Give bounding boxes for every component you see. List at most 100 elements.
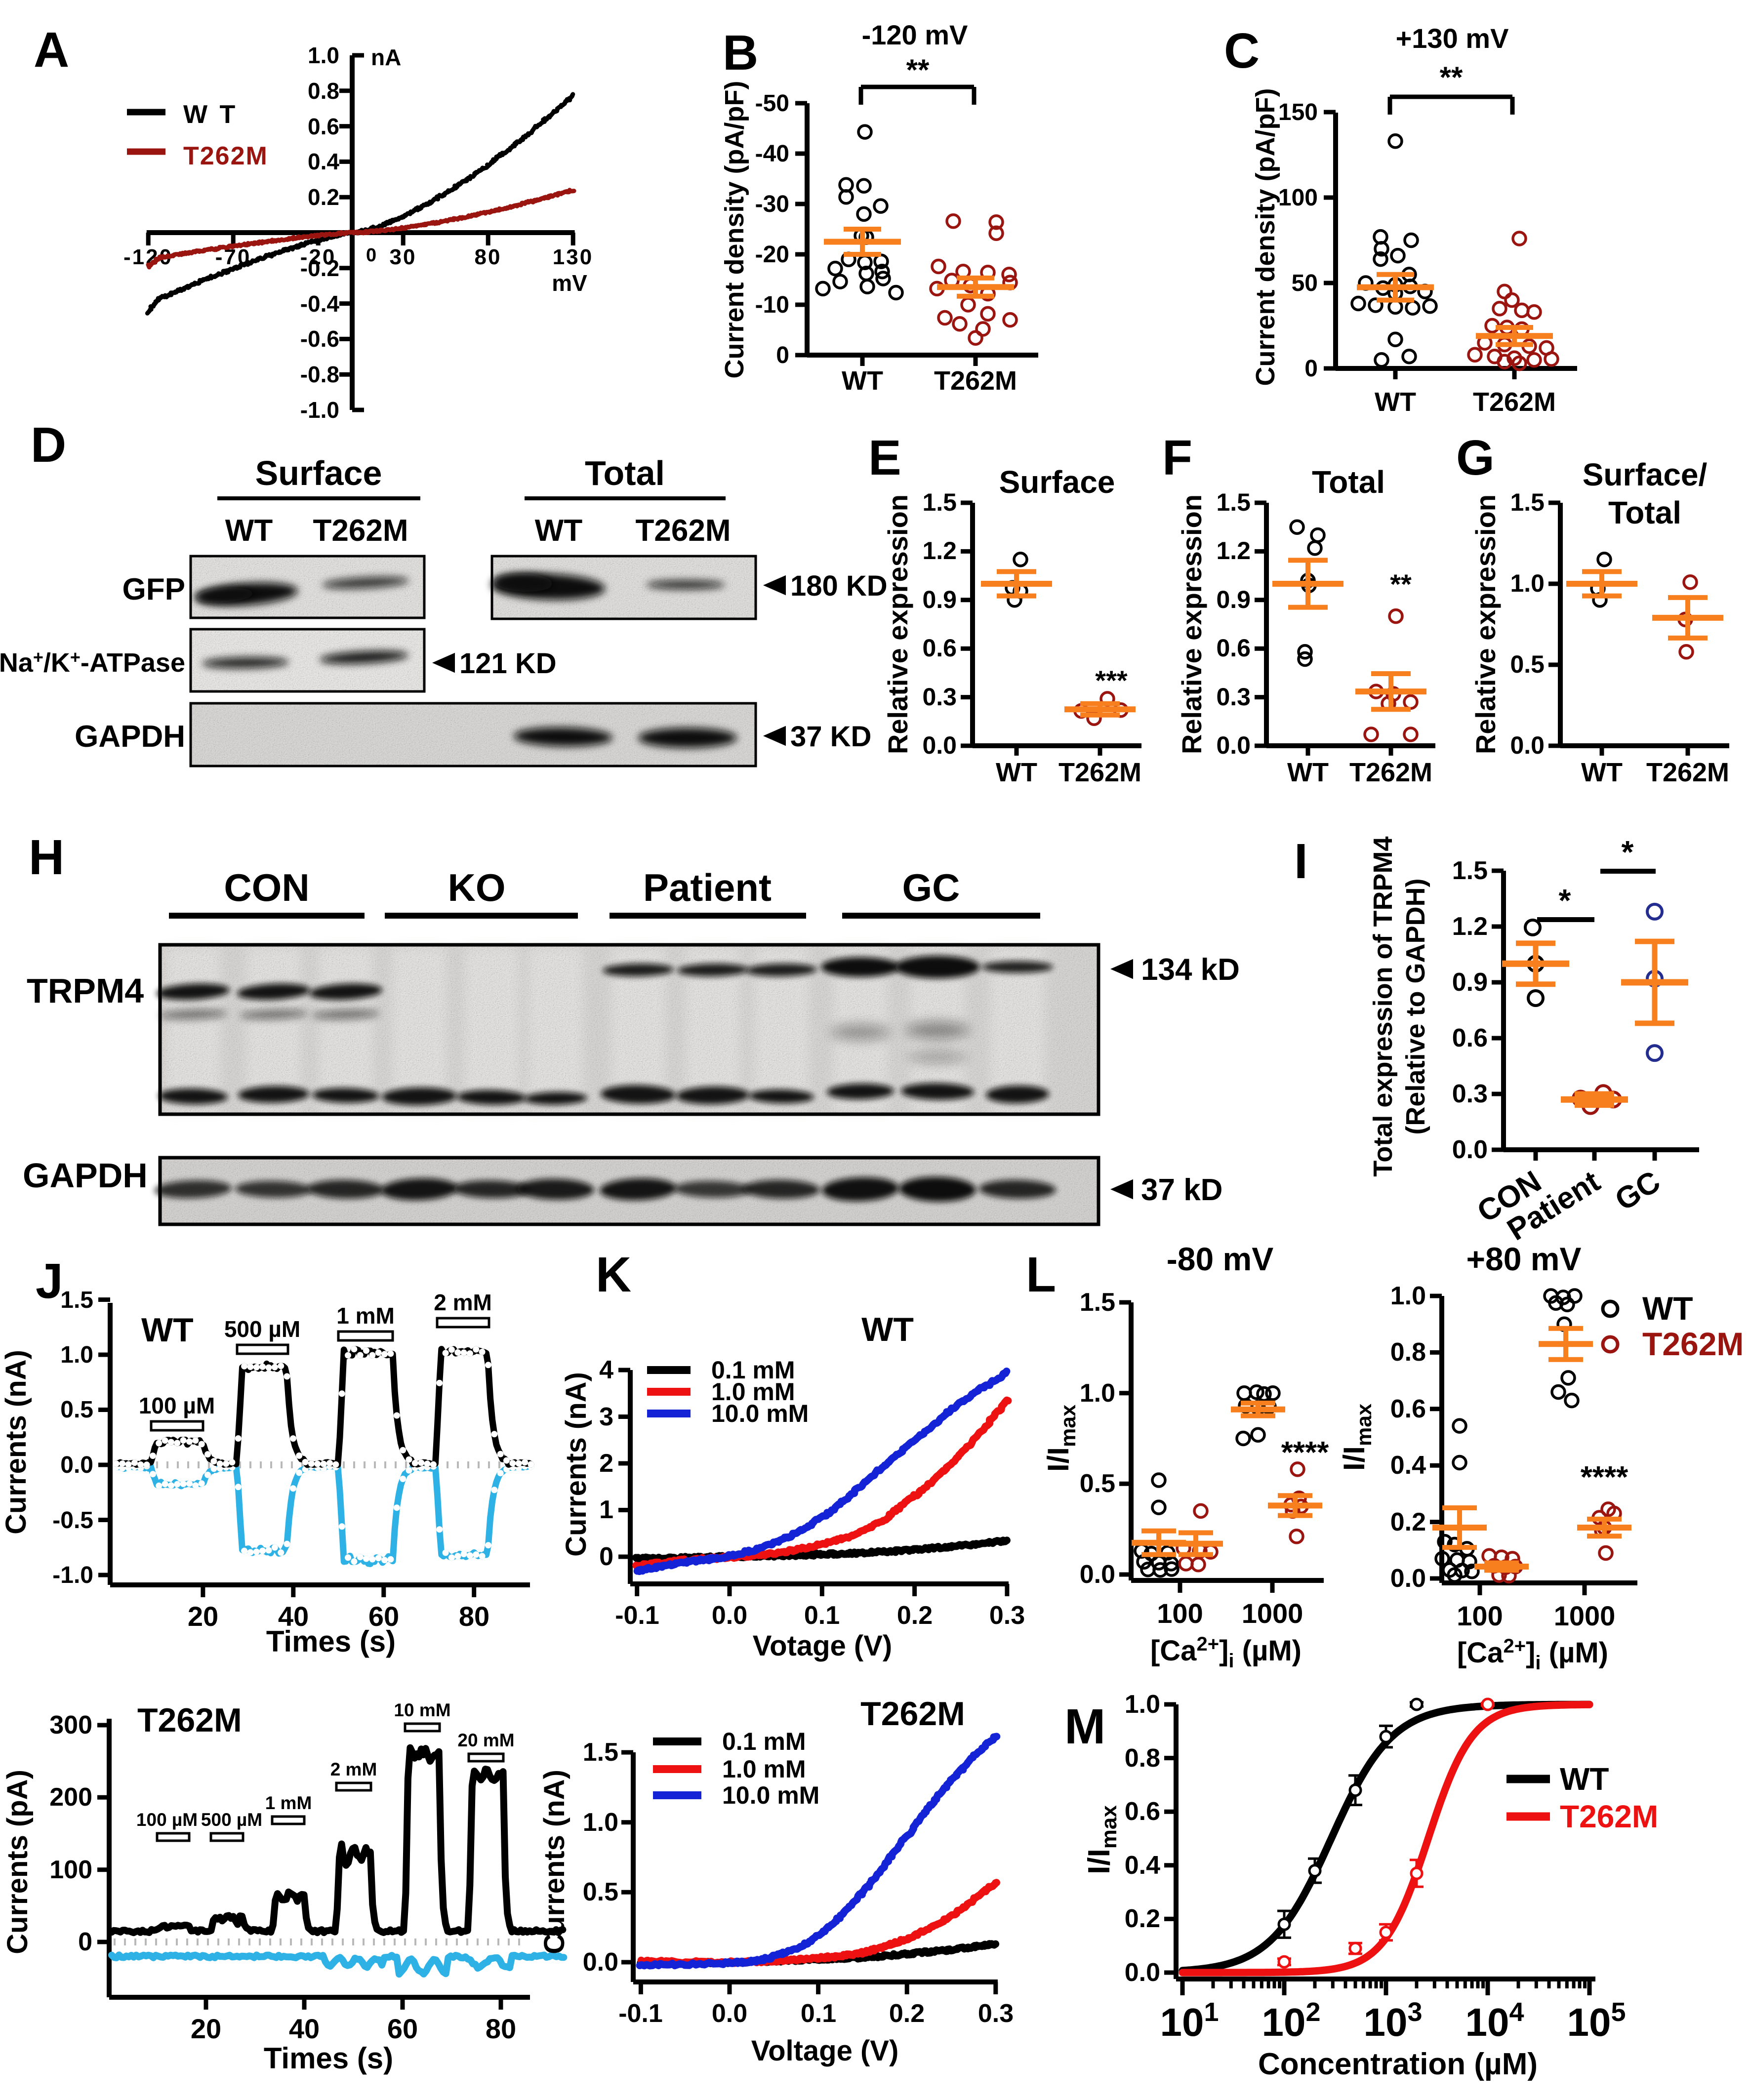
- svg-text:30: 30: [390, 245, 417, 269]
- svg-text:0.5: 0.5: [60, 1397, 93, 1423]
- svg-text:GAPDH: GAPDH: [75, 720, 185, 754]
- svg-text:0.9: 0.9: [1452, 968, 1488, 997]
- svg-text:K: K: [596, 1247, 631, 1302]
- svg-text:0.4: 0.4: [1390, 1451, 1426, 1480]
- svg-text:-20: -20: [755, 242, 789, 268]
- svg-text:-20: -20: [300, 245, 336, 269]
- svg-text:1.0: 1.0: [1510, 569, 1545, 597]
- svg-text:-1.0: -1.0: [52, 1562, 93, 1588]
- svg-text:180 KD: 180 KD: [790, 570, 888, 602]
- svg-text:0.8: 0.8: [308, 78, 339, 104]
- svg-text:Total: Total: [1312, 464, 1385, 500]
- svg-text:1.2: 1.2: [1216, 537, 1251, 565]
- svg-text:***: ***: [1095, 665, 1128, 696]
- svg-text:0.0: 0.0: [712, 1601, 747, 1630]
- svg-text:0.6: 0.6: [1390, 1395, 1426, 1423]
- svg-text:2: 2: [599, 1449, 613, 1478]
- svg-text:GAPDH: GAPDH: [23, 1156, 148, 1195]
- svg-text:-0.5: -0.5: [52, 1507, 93, 1534]
- svg-text:I: I: [1294, 834, 1308, 889]
- svg-text:-120 mV: -120 mV: [862, 19, 968, 50]
- svg-text:+130 mV: +130 mV: [1396, 23, 1509, 54]
- svg-text:Times (s): Times (s): [266, 1625, 396, 1658]
- svg-text:1.5: 1.5: [583, 1738, 618, 1767]
- svg-text:Relative expression: Relative expression: [882, 494, 913, 754]
- svg-text:0.5: 0.5: [583, 1878, 618, 1906]
- svg-text:0.6: 0.6: [308, 114, 339, 139]
- svg-text:**: **: [1440, 61, 1463, 94]
- svg-text:0.2: 0.2: [308, 184, 339, 210]
- svg-text:L: L: [1026, 1247, 1056, 1302]
- svg-text:T262M: T262M: [313, 514, 408, 548]
- svg-text:0.4: 0.4: [308, 149, 339, 174]
- svg-text:-0.8: -0.8: [300, 362, 339, 387]
- svg-text:WT: WT: [842, 366, 883, 396]
- svg-text:[Ca2+]i (µM): [Ca2+]i (µM): [1150, 1633, 1302, 1672]
- svg-text:60: 60: [368, 1601, 399, 1632]
- svg-text:10.0 mM: 10.0 mM: [711, 1400, 809, 1427]
- svg-text:Currents (nA): Currents (nA): [560, 1372, 592, 1557]
- svg-text:F: F: [1162, 430, 1192, 485]
- svg-text:WT: WT: [1287, 758, 1329, 787]
- svg-text:WT: WT: [225, 514, 273, 548]
- svg-text:GFP: GFP: [122, 572, 185, 606]
- svg-text:100 µM: 100 µM: [139, 1393, 215, 1418]
- svg-text:Current density (pA/pF): Current density (pA/pF): [1251, 88, 1280, 386]
- svg-text:A: A: [34, 22, 69, 78]
- svg-text:60: 60: [387, 2013, 418, 2044]
- svg-text:1000: 1000: [1554, 1600, 1616, 1631]
- svg-text:1 mM: 1 mM: [336, 1303, 395, 1329]
- svg-text:500 µM: 500 µM: [224, 1316, 300, 1342]
- svg-text:0.1: 0.1: [801, 1999, 836, 2028]
- svg-text:0.3: 0.3: [922, 683, 957, 711]
- svg-text:0.4: 0.4: [1125, 1851, 1160, 1880]
- svg-text:0.3: 0.3: [989, 1601, 1025, 1630]
- svg-text:-30: -30: [755, 191, 789, 217]
- svg-text:T262M: T262M: [1560, 1799, 1658, 1834]
- svg-text:0.0: 0.0: [1452, 1135, 1488, 1164]
- svg-text:WT: WT: [1375, 387, 1416, 417]
- svg-text:200: 200: [49, 1783, 92, 1812]
- svg-text:Concentration (µM): Concentration (µM): [1258, 2047, 1538, 2081]
- svg-text:20: 20: [188, 1601, 218, 1632]
- svg-text:0.0: 0.0: [1510, 731, 1545, 759]
- svg-text:Currents (pA): Currents (pA): [1, 1770, 34, 1954]
- svg-text:0.6: 0.6: [1452, 1024, 1488, 1052]
- svg-text:-40: -40: [755, 141, 789, 167]
- svg-text:1.2: 1.2: [1452, 912, 1488, 941]
- svg-text:Current density (pA/pF): Current density (pA/pF): [720, 81, 749, 379]
- svg-text:-0.4: -0.4: [300, 291, 340, 317]
- svg-text:1.5: 1.5: [60, 1287, 93, 1313]
- svg-text:0: 0: [776, 342, 789, 368]
- svg-text:H: H: [29, 830, 64, 885]
- svg-text:0.0: 0.0: [60, 1452, 93, 1478]
- svg-text:0.2: 0.2: [1125, 1904, 1160, 1933]
- svg-text:T262M: T262M: [1642, 1326, 1744, 1362]
- svg-text:1.5: 1.5: [1080, 1288, 1115, 1317]
- svg-text:T262M: T262M: [934, 366, 1017, 396]
- svg-text:121 KD: 121 KD: [459, 647, 557, 680]
- svg-text:0.8: 0.8: [1125, 1744, 1160, 1773]
- svg-text:**: **: [1390, 568, 1412, 600]
- svg-text:100: 100: [49, 1856, 92, 1884]
- svg-text:0.2: 0.2: [889, 1999, 925, 2028]
- svg-text:100: 100: [1278, 185, 1318, 211]
- svg-text:G: G: [1456, 430, 1495, 485]
- svg-text:(Relative to GAPDH): (Relative to GAPDH): [1401, 878, 1430, 1134]
- svg-text:D: D: [31, 417, 66, 473]
- svg-text:Total expression of TRPM4: Total expression of TRPM4: [1368, 836, 1398, 1176]
- svg-text:T262M: T262M: [137, 1701, 242, 1739]
- svg-text:10 mM: 10 mM: [394, 1700, 450, 1720]
- svg-text:0.3: 0.3: [1452, 1080, 1488, 1108]
- svg-text:0.0: 0.0: [1125, 1958, 1160, 1987]
- svg-text:105: 105: [1567, 1997, 1626, 2044]
- svg-text:T262M: T262M: [1646, 758, 1729, 787]
- svg-text:T262M: T262M: [183, 142, 268, 170]
- svg-text:1.0: 1.0: [308, 42, 339, 68]
- svg-text:20: 20: [191, 2013, 221, 2044]
- svg-text:[Ca2+]i (µM): [Ca2+]i (µM): [1457, 1635, 1608, 1674]
- svg-text:0: 0: [1304, 356, 1318, 382]
- svg-text:37 kD: 37 kD: [1141, 1173, 1222, 1207]
- svg-text:0.9: 0.9: [922, 586, 957, 613]
- svg-text:WT: WT: [861, 1311, 914, 1348]
